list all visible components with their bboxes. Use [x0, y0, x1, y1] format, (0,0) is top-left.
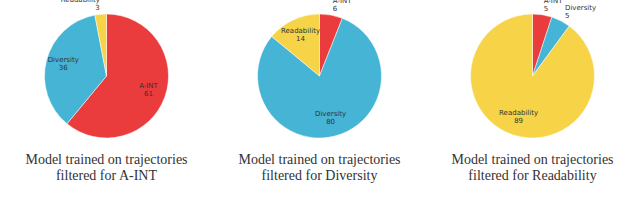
svg-text:Readability3: Readability3 [61, 0, 100, 12]
svg-text:Diversity36: Diversity36 [48, 56, 79, 72]
html-text:Model trained on trajectories: Model trained on trajectories filtered f… [451, 152, 614, 183]
html-text:Model trained on trajectories: Model trained on trajectories filtered f… [25, 152, 188, 183]
svg-text:A-INT6: A-INT6 [333, 0, 352, 13]
svg-text:Diversity5: Diversity5 [565, 4, 596, 20]
html-text:Model trained on trajectories: Model trained on trajectories filtered f… [238, 152, 401, 183]
svg-text:Readability14: Readability14 [281, 27, 320, 43]
svg-text:Readability89: Readability89 [499, 109, 538, 125]
svg-text:Diversity80: Diversity80 [315, 110, 346, 126]
svg-text:A-INT61: A-INT61 [139, 82, 158, 98]
svg-text:A-INT5: A-INT5 [544, 0, 563, 13]
